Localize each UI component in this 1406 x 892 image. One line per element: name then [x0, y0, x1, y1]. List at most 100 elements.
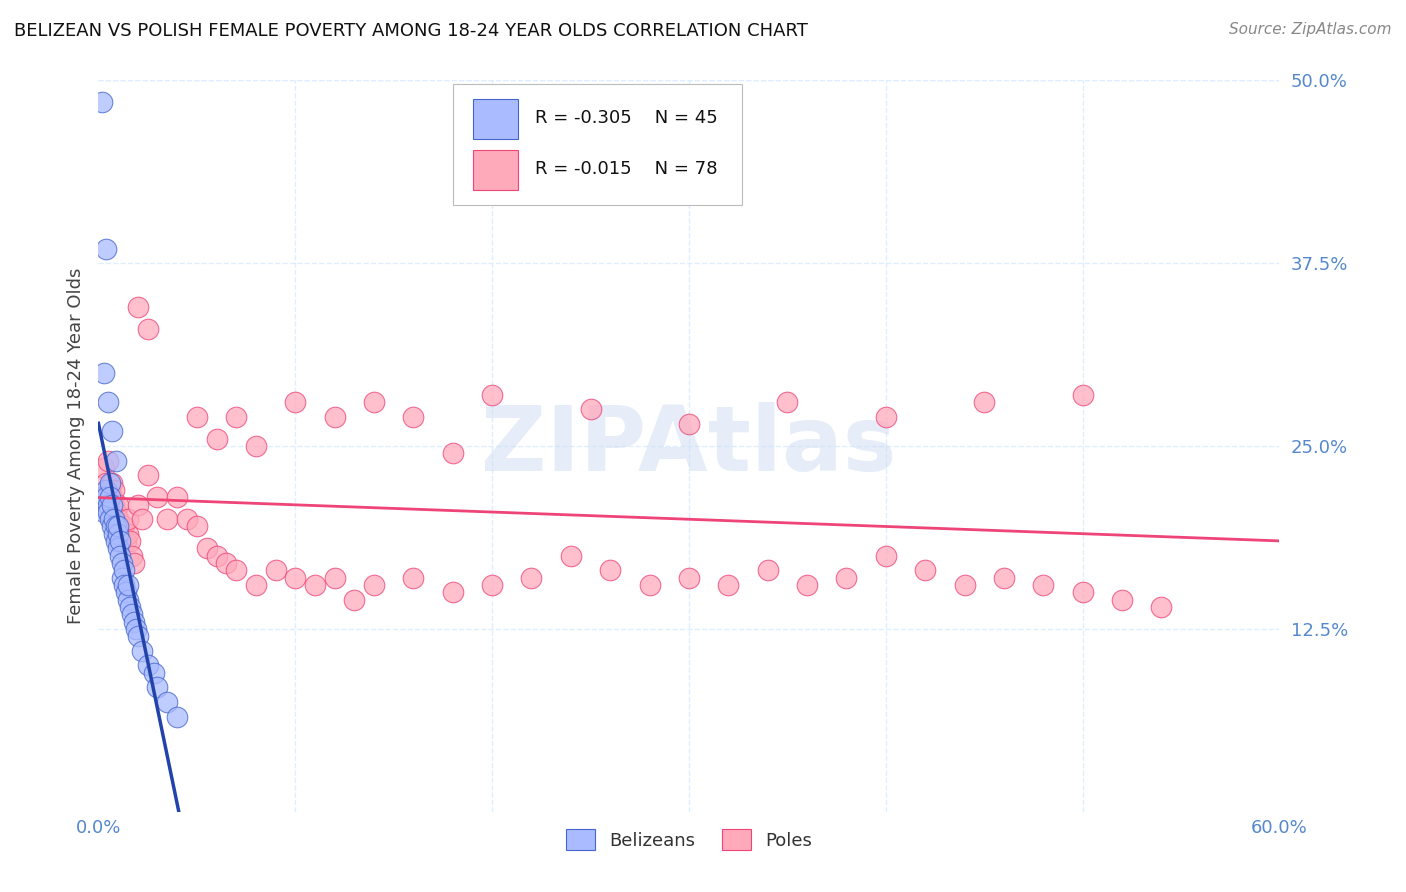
- Point: [796, 578, 818, 592]
- Point: [363, 578, 385, 592]
- Point: [481, 388, 503, 402]
- Point: [264, 563, 287, 577]
- Point: [98, 475, 121, 490]
- FancyBboxPatch shape: [453, 84, 742, 204]
- Point: [93, 505, 115, 519]
- Point: [96, 490, 118, 504]
- Point: [402, 571, 425, 585]
- Point: [284, 395, 307, 409]
- Point: [107, 519, 129, 533]
- Point: [638, 578, 661, 592]
- Y-axis label: Female Poverty Among 18-24 Year Olds: Female Poverty Among 18-24 Year Olds: [66, 268, 84, 624]
- Point: [304, 578, 326, 592]
- Point: [156, 512, 179, 526]
- Point: [973, 395, 995, 409]
- Text: BELIZEAN VS POLISH FEMALE POVERTY AMONG 18-24 YEAR OLDS CORRELATION CHART: BELIZEAN VS POLISH FEMALE POVERTY AMONG …: [14, 22, 808, 40]
- Point: [363, 395, 385, 409]
- Point: [225, 563, 247, 577]
- Point: [599, 563, 621, 577]
- Point: [323, 409, 346, 424]
- Point: [105, 453, 128, 467]
- Point: [127, 300, 149, 314]
- Point: [343, 592, 366, 607]
- Point: [96, 475, 118, 490]
- Point: [156, 695, 179, 709]
- Point: [98, 512, 121, 526]
- Point: [402, 409, 425, 424]
- Point: [560, 549, 582, 563]
- Point: [103, 483, 125, 497]
- Text: R = -0.015    N = 78: R = -0.015 N = 78: [536, 161, 718, 178]
- Point: [117, 526, 139, 541]
- Point: [97, 498, 120, 512]
- Point: [101, 490, 124, 504]
- Point: [284, 571, 307, 585]
- Point: [121, 607, 143, 622]
- Point: [97, 505, 120, 519]
- Point: [579, 402, 602, 417]
- Point: [97, 395, 120, 409]
- Point: [638, 161, 661, 175]
- Point: [127, 498, 149, 512]
- Point: [107, 541, 129, 556]
- Point: [678, 417, 700, 431]
- Point: [776, 395, 799, 409]
- Point: [112, 563, 135, 577]
- Point: [97, 453, 120, 467]
- Point: [953, 578, 976, 592]
- Point: [111, 571, 134, 585]
- Point: [111, 526, 134, 541]
- Point: [186, 409, 208, 424]
- Point: [105, 505, 128, 519]
- Point: [98, 483, 121, 497]
- Point: [121, 549, 143, 563]
- Point: [117, 578, 139, 592]
- Point: [101, 475, 124, 490]
- Point: [107, 526, 129, 541]
- Point: [1071, 585, 1094, 599]
- Point: [101, 519, 124, 533]
- Point: [205, 432, 228, 446]
- Point: [875, 409, 897, 424]
- Point: [108, 549, 131, 563]
- Point: [96, 483, 118, 497]
- Point: [122, 556, 145, 570]
- Point: [131, 644, 153, 658]
- Point: [1071, 388, 1094, 402]
- Point: [103, 498, 125, 512]
- Point: [117, 592, 139, 607]
- Point: [91, 95, 114, 110]
- Point: [481, 578, 503, 592]
- Point: [323, 571, 346, 585]
- Point: [108, 534, 131, 549]
- Point: [225, 409, 247, 424]
- Point: [166, 490, 188, 504]
- Point: [835, 571, 858, 585]
- Point: [118, 534, 141, 549]
- Point: [105, 519, 128, 533]
- Point: [146, 681, 169, 695]
- Point: [1111, 592, 1133, 607]
- Text: R = -0.305    N = 45: R = -0.305 N = 45: [536, 109, 718, 128]
- Point: [127, 629, 149, 643]
- Point: [115, 585, 138, 599]
- Point: [678, 571, 700, 585]
- Point: [101, 425, 124, 439]
- Point: [136, 468, 159, 483]
- Point: [1150, 599, 1173, 614]
- Point: [875, 549, 897, 563]
- Point: [112, 519, 135, 533]
- Point: [105, 534, 128, 549]
- Point: [146, 490, 169, 504]
- Point: [98, 490, 121, 504]
- Point: [914, 563, 936, 577]
- Point: [166, 709, 188, 723]
- Point: [101, 498, 124, 512]
- Point: [122, 615, 145, 629]
- Point: [112, 578, 135, 592]
- Point: [103, 526, 125, 541]
- FancyBboxPatch shape: [472, 150, 517, 190]
- Point: [125, 622, 148, 636]
- Point: [245, 439, 267, 453]
- Point: [131, 512, 153, 526]
